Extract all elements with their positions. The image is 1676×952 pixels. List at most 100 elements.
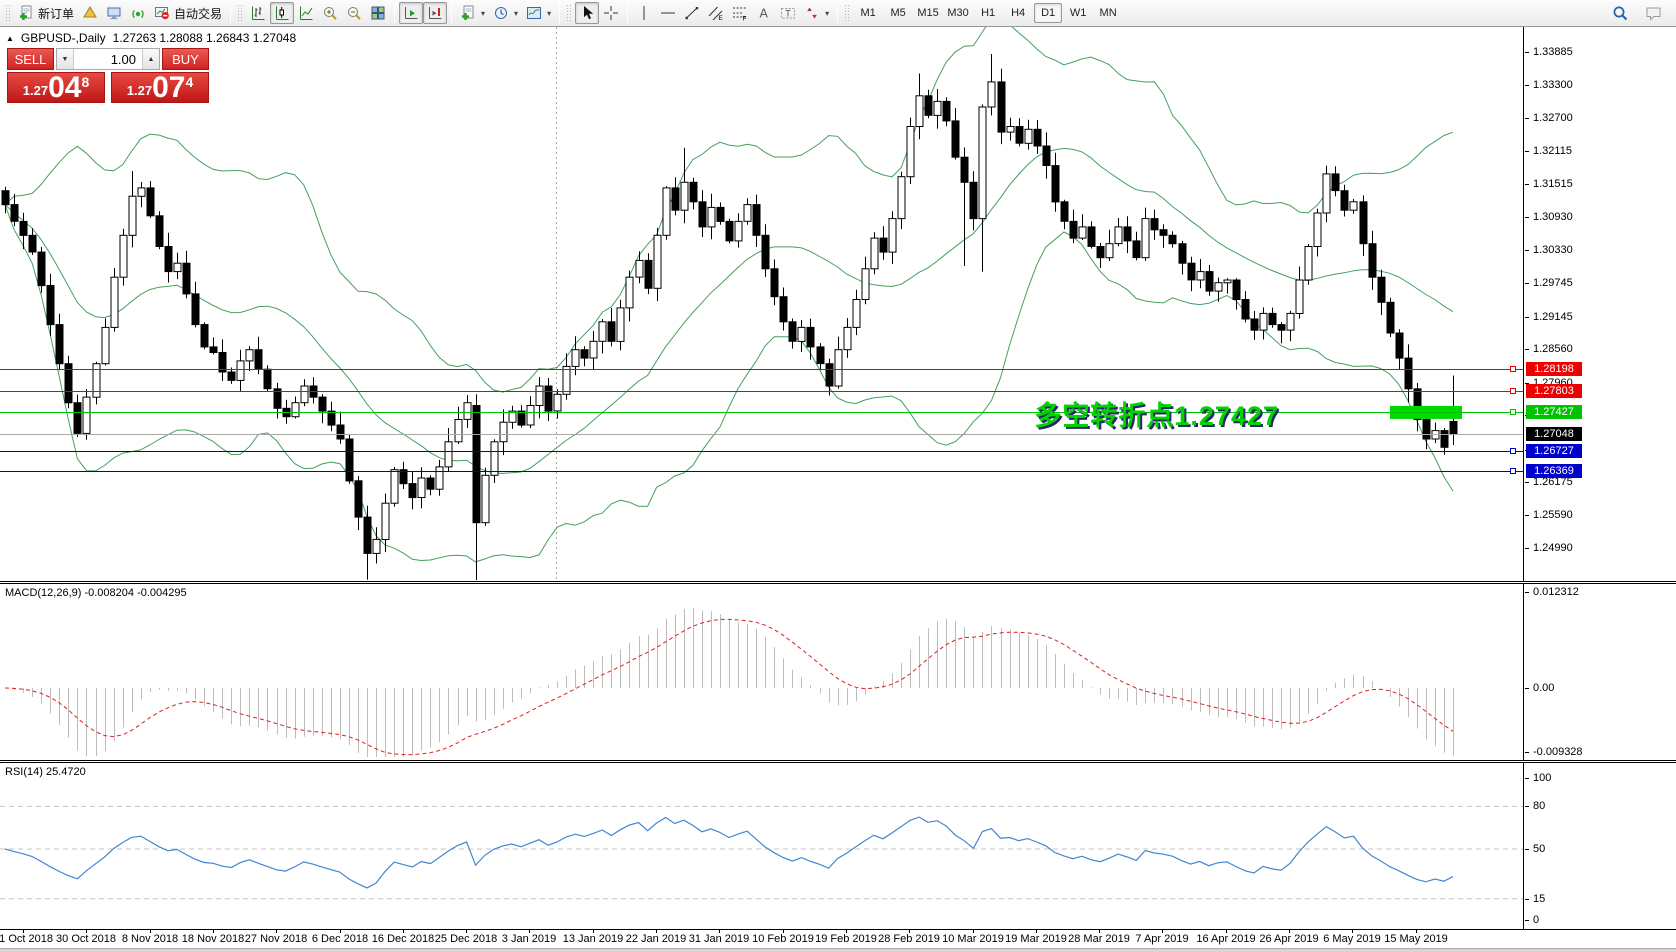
trendline-button[interactable] xyxy=(680,2,704,24)
cursor-button[interactable] xyxy=(575,2,600,24)
chart-title-row: ▲ GBPUSD-,Daily 1.27263 1.28088 1.26843 … xyxy=(6,31,296,45)
price-label: 1.33885 xyxy=(1533,46,1573,58)
volume-input[interactable]: 1.00 xyxy=(110,51,136,67)
timeframe-button-w1[interactable]: W1 xyxy=(1069,7,1087,19)
line-chart-type-button[interactable] xyxy=(294,2,318,24)
text-label-button[interactable]: T xyxy=(776,2,800,24)
sell-price-big: 04 xyxy=(48,71,82,104)
text-button[interactable]: A xyxy=(752,2,776,24)
level-128198-line[interactable] xyxy=(0,369,1523,370)
sell-price-small: 1.27 xyxy=(22,83,49,98)
tile-windows-button[interactable] xyxy=(366,2,390,24)
date-tick xyxy=(846,930,847,933)
trendline-icon xyxy=(685,7,699,20)
arrows-button[interactable]: ▾ xyxy=(800,2,833,24)
buy-price-sup: 4 xyxy=(185,74,194,90)
macd-plot[interactable] xyxy=(0,584,1524,760)
pane-separator[interactable] xyxy=(0,760,1676,763)
toolbar-grip[interactable] xyxy=(566,4,572,22)
price-tick xyxy=(1525,184,1529,185)
buy-button[interactable]: BUY xyxy=(162,48,209,70)
macd-chart xyxy=(4,607,1454,757)
templates-button[interactable]: ▾ xyxy=(522,2,555,24)
price-label: 1.32700 xyxy=(1533,112,1573,124)
volume-decrease-button[interactable]: ▼ xyxy=(57,49,74,69)
level-127803-handle[interactable] xyxy=(1510,388,1516,394)
date-tick xyxy=(973,930,974,933)
candlestick-chart xyxy=(1,27,1462,580)
toolbar-grip[interactable] xyxy=(237,4,243,22)
mql-editor-button[interactable] xyxy=(78,2,102,24)
level-126727-handle[interactable] xyxy=(1510,448,1516,454)
rsi-tick xyxy=(1525,849,1529,850)
fibonacci-button[interactable]: F xyxy=(728,2,752,24)
add-indicator-button[interactable]: ▾ xyxy=(456,2,489,24)
level-127427-line[interactable] xyxy=(0,412,1523,413)
timeframe-button-m5[interactable]: M5 xyxy=(890,7,906,19)
date-tick xyxy=(719,930,720,933)
price-tick xyxy=(1525,151,1529,152)
bid-price-line[interactable] xyxy=(0,434,1523,435)
level-127427-handle[interactable] xyxy=(1510,409,1516,415)
buy-price-big: 07 xyxy=(152,71,186,104)
timeframe-button-h4[interactable]: H4 xyxy=(1011,7,1026,19)
sell-button[interactable]: SELL xyxy=(7,48,54,70)
rsi-label: 100 xyxy=(1533,772,1552,784)
level-126727-line[interactable] xyxy=(0,451,1523,452)
volume-increase-button[interactable]: ▲ xyxy=(142,49,159,69)
date-label: 15 May 2019 xyxy=(1384,933,1448,945)
search-button[interactable] xyxy=(1608,2,1633,24)
level-126369-line[interactable] xyxy=(0,471,1523,472)
periods-button[interactable]: ▾ xyxy=(489,2,522,24)
vertical-line-button[interactable] xyxy=(632,2,656,24)
timeframe-button-m30[interactable]: M30 xyxy=(947,7,969,19)
zoom-out-button[interactable] xyxy=(342,2,366,24)
equidistant-channel-icon: E xyxy=(708,6,724,21)
equidistant-channel-button[interactable]: E xyxy=(704,2,728,24)
bar-chart-type-button[interactable] xyxy=(246,2,270,24)
chat-button[interactable] xyxy=(1641,2,1667,24)
rsi-axis[interactable]: 100 80 50 15 0 xyxy=(1525,763,1676,929)
candlestick-chart-type-icon xyxy=(276,6,289,20)
price-tick xyxy=(1525,349,1529,350)
crosshair-button[interactable] xyxy=(599,2,623,24)
timeframe-button-mn[interactable]: MN xyxy=(1099,7,1117,19)
timeframe-button-m1[interactable]: M1 xyxy=(860,7,876,19)
timeframe-button-h1[interactable]: H1 xyxy=(981,7,996,19)
collapse-panel-icon[interactable]: ▲ xyxy=(6,33,14,43)
timeframe-button-m15[interactable]: M15 xyxy=(917,7,939,19)
auto-scroll-button[interactable] xyxy=(399,2,424,24)
sell-price-display[interactable]: 1.27 04 8 xyxy=(7,72,105,103)
new-order-button[interactable]: 新订单 xyxy=(14,2,78,24)
rsi-plot[interactable] xyxy=(0,763,1524,929)
zoom-in-button[interactable] xyxy=(318,2,342,24)
price-axis[interactable]: 1.33885 1.33300 1.32700 1.32115 1.31515 1.309… xyxy=(1525,27,1676,581)
price-label: 1.26175 xyxy=(1533,476,1573,488)
pane-separator[interactable] xyxy=(0,581,1676,584)
bar-chart-type-icon xyxy=(252,6,265,20)
autotrading-button[interactable]: 自动交易 xyxy=(150,2,226,24)
toolbox-button[interactable] xyxy=(102,2,126,24)
rsi-label: 0 xyxy=(1533,914,1540,926)
timeframe-button-d1[interactable]: D1 xyxy=(1034,3,1063,23)
level-126369-badge: 1.26369 xyxy=(1526,464,1582,478)
date-label: 10 Mar 2019 xyxy=(942,933,1004,945)
add-indicator-icon xyxy=(462,5,474,20)
level-127803-line[interactable] xyxy=(0,391,1523,392)
date-tick xyxy=(213,930,214,933)
macd-axis[interactable]: 0.012312 0.00 -0.009328 xyxy=(1525,584,1676,760)
toolbar-grip[interactable] xyxy=(844,4,850,22)
pivot-annotation-text[interactable]: 多空转折点1.27427 xyxy=(1034,401,1279,431)
price-chart-plot[interactable]: 多空转折点1.27427 xyxy=(0,27,1524,581)
signals-button[interactable] xyxy=(126,2,150,24)
toolbar-grip[interactable] xyxy=(5,4,10,22)
date-tick xyxy=(1226,930,1227,933)
date-tick xyxy=(86,930,87,933)
buy-price-display[interactable]: 1.27 07 4 xyxy=(111,72,209,103)
level-126369-handle[interactable] xyxy=(1510,468,1516,474)
horizontal-line-button[interactable] xyxy=(656,2,680,24)
level-128198-handle[interactable] xyxy=(1510,366,1516,372)
chart-shift-button[interactable] xyxy=(423,2,448,24)
candlestick-chart-type-button[interactable] xyxy=(270,2,295,24)
